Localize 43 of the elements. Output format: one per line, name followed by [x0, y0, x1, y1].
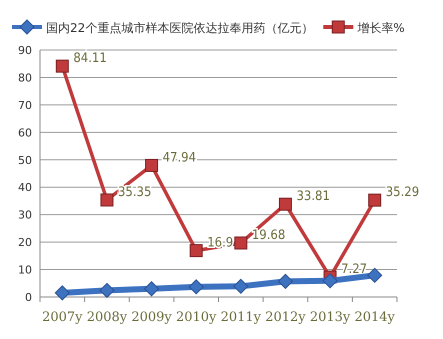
point	[54, 285, 70, 300]
point	[188, 279, 204, 294]
y-tick-label: 90	[18, 44, 32, 57]
x-tick-label: 2013y	[310, 310, 351, 325]
x-tick-label: 2014y	[354, 310, 396, 325]
legend-label: 增长率%	[356, 21, 405, 35]
x-tick-label: 2009y	[131, 310, 172, 325]
data-label: 84.11	[73, 51, 107, 66]
y-tick-label: 20	[18, 236, 32, 250]
data-label: 16.9	[207, 236, 234, 251]
point	[145, 158, 158, 172]
y-tick-label: 40	[18, 181, 32, 194]
point	[278, 274, 293, 289]
point	[367, 268, 382, 283]
x-tick-label: 2008y	[86, 310, 128, 325]
point	[100, 193, 114, 206]
point	[234, 236, 248, 250]
y-tick-label: 50	[18, 154, 32, 167]
data-label: 7.27	[341, 262, 368, 278]
data-label: 35.29	[386, 185, 420, 200]
point	[233, 278, 248, 294]
point	[190, 244, 203, 258]
y-tick-label: 80	[18, 71, 32, 84]
point	[56, 60, 69, 73]
y-tick-label: 10	[18, 264, 32, 277]
data-label: 19.68	[252, 228, 286, 243]
x-tick-label: 2007y	[42, 310, 84, 325]
y-tick-label: 60	[18, 126, 32, 140]
point	[322, 273, 338, 288]
point	[368, 194, 382, 207]
point	[99, 282, 114, 298]
y-tick-label: 70	[18, 98, 32, 112]
x-tick-label: 2011y	[220, 310, 262, 325]
x-tick-label: 2012y	[265, 310, 306, 325]
x-tick-label: 2010y	[176, 310, 218, 325]
point	[144, 281, 160, 296]
data-label: 47.94	[162, 150, 196, 166]
point	[278, 198, 292, 211]
y-tick-label: 0	[25, 291, 32, 304]
y-tick-label: 30	[18, 208, 32, 222]
data-label: 35.35	[118, 184, 152, 200]
legend-label: 国内22个重点城市样本医院依达拉奉用药（亿元）	[46, 21, 314, 35]
data-label: 33.81	[296, 189, 330, 204]
